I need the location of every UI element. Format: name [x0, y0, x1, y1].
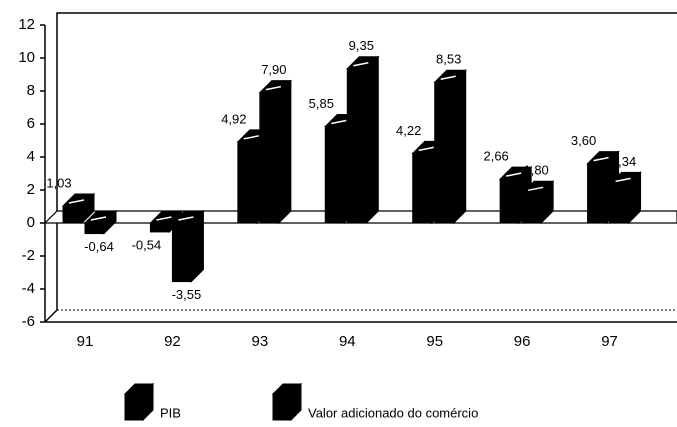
bar-front	[412, 152, 433, 224]
y-tick-label: 4	[27, 148, 35, 165]
bar-front	[587, 163, 608, 224]
legend-swatch	[290, 382, 302, 422]
bar-highlight	[90, 216, 107, 221]
data-label: 7,90	[261, 62, 286, 77]
bar-side	[453, 69, 467, 225]
bar-side	[365, 55, 379, 225]
data-label: -3,55	[172, 287, 202, 302]
legend-swatch	[124, 393, 144, 421]
bar-front	[324, 125, 345, 224]
y-tick-label: 6	[27, 115, 35, 132]
data-label: 8,53	[436, 52, 461, 67]
bar-highlight	[353, 61, 369, 67]
bar-highlight	[68, 199, 85, 204]
y-tick-label: 8	[27, 82, 35, 99]
bar-front	[237, 141, 258, 224]
legend-icon	[123, 382, 155, 422]
x-tick-label: 91	[77, 333, 94, 350]
bar-highlight	[527, 186, 544, 192]
data-label: -0,64	[84, 239, 114, 254]
bar-highlight	[418, 146, 434, 152]
y-tick-label: 2	[27, 181, 35, 198]
bar-highlight	[243, 135, 260, 140]
x-tick-label: 94	[339, 333, 356, 350]
y-tick-label: 0	[27, 214, 35, 231]
bar-front	[84, 222, 105, 235]
bar	[83, 209, 118, 235]
y-tick-label: -6	[22, 313, 35, 330]
x-tick-label: 97	[601, 333, 618, 350]
bar-side	[278, 79, 292, 225]
bar	[171, 209, 205, 283]
y-tick-label: -2	[22, 247, 35, 264]
y-tick-label: 10	[18, 49, 35, 66]
x-tick-label: 95	[426, 333, 443, 350]
bar-front	[259, 92, 280, 224]
back-wall	[44, 12, 677, 323]
data-label: 4,22	[396, 123, 421, 138]
bar-front	[171, 222, 192, 283]
data-label: 1,80	[523, 163, 548, 178]
bar-highlight	[593, 156, 609, 162]
bar-highlight	[440, 75, 456, 80]
bar	[520, 180, 555, 225]
x-tick-label: 93	[252, 333, 269, 350]
bar-highlight	[156, 216, 172, 221]
y-tick-label: -4	[22, 280, 35, 297]
x-tick-label: 96	[514, 333, 531, 350]
legend-swatch	[142, 382, 154, 422]
legend-icon	[271, 382, 303, 422]
bar-highlight	[615, 177, 631, 183]
data-label: 9,35	[349, 38, 374, 53]
legend-label: Valor adicionado do comércio	[308, 405, 478, 420]
bar	[608, 171, 642, 225]
data-label: 2,66	[483, 149, 508, 164]
bar	[61, 192, 96, 225]
bar-front	[499, 178, 520, 224]
bar	[258, 79, 293, 225]
x-tick-label: 92	[164, 333, 181, 350]
legend-label: PIB	[160, 405, 181, 420]
data-label: 3,60	[571, 133, 596, 148]
data-label: -0,54	[132, 237, 162, 252]
bar-front	[609, 183, 630, 224]
bar-front	[62, 205, 83, 224]
bar-front	[149, 222, 170, 233]
legend-swatch	[272, 393, 292, 421]
bar-front	[434, 81, 455, 224]
bar-front	[521, 192, 542, 224]
bar	[433, 69, 467, 225]
bar-highlight	[178, 216, 194, 221]
data-label: 1,03	[46, 175, 71, 190]
bar-highlight	[505, 172, 522, 177]
data-label: 2,34	[611, 154, 636, 169]
data-label: 5,85	[309, 96, 334, 111]
bar-front	[346, 68, 367, 224]
bar-highlight	[331, 119, 347, 125]
bar	[346, 55, 380, 225]
y-tick-label: 12	[18, 16, 35, 33]
data-label: 4,92	[221, 111, 246, 126]
bar-highlight	[265, 85, 282, 91]
